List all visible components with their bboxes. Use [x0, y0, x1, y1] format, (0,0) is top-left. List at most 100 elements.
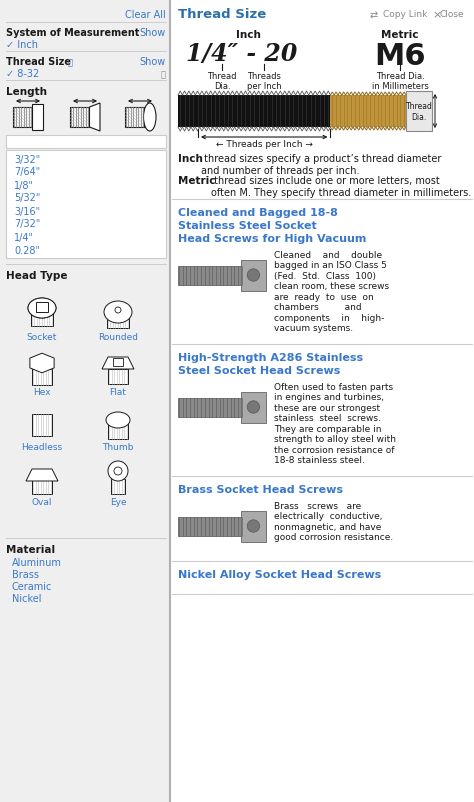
Bar	[170, 0, 474, 802]
Text: Hex: Hex	[33, 387, 51, 396]
Text: bagged in an ISO Class 5: bagged in an ISO Class 5	[274, 261, 387, 270]
Bar	[32, 415, 52, 436]
Text: Threads
per Inch: Threads per Inch	[246, 72, 281, 91]
Text: 3/16": 3/16"	[14, 206, 40, 217]
Circle shape	[247, 401, 260, 414]
Text: 1/8": 1/8"	[14, 180, 34, 190]
Text: ×: ×	[432, 10, 441, 20]
Text: Socket: Socket	[27, 333, 57, 342]
Text: Cleaned and Bagged 18-8: Cleaned and Bagged 18-8	[178, 208, 338, 217]
Text: Inch: Inch	[236, 30, 260, 40]
Bar	[70, 107, 90, 128]
Text: Close: Close	[440, 10, 465, 19]
Text: Headless: Headless	[21, 443, 63, 452]
Text: Cleaned    and    double: Cleaned and double	[274, 251, 382, 260]
Bar	[330, 96, 406, 128]
Polygon shape	[90, 104, 100, 132]
Text: 3/32": 3/32"	[14, 154, 40, 164]
Text: Brass   screws   are: Brass screws are	[274, 501, 361, 510]
Polygon shape	[30, 354, 54, 374]
Ellipse shape	[28, 298, 56, 318]
Text: Brass Socket Head Screws: Brass Socket Head Screws	[178, 484, 343, 494]
Text: Thread Size: Thread Size	[178, 8, 266, 21]
Text: Show: Show	[140, 28, 166, 38]
Text: Metric: Metric	[178, 176, 216, 186]
Bar	[178, 266, 243, 286]
Text: M6: M6	[374, 42, 426, 71]
Bar	[6, 136, 166, 149]
Bar	[107, 313, 129, 329]
Text: 0.28": 0.28"	[14, 245, 40, 255]
Text: nonmagnetic, and have: nonmagnetic, and have	[274, 522, 382, 532]
Bar	[6, 151, 166, 259]
Text: Clear All: Clear All	[125, 10, 166, 20]
Text: in engines and turbines,: in engines and turbines,	[274, 393, 384, 402]
Text: Nickel: Nickel	[12, 593, 42, 603]
Text: Thread
Dia.: Thread Dia.	[406, 102, 432, 122]
Text: ⓘ: ⓘ	[68, 58, 73, 67]
Text: electrically  conductive,: electrically conductive,	[274, 512, 383, 520]
Bar	[178, 96, 330, 128]
Bar	[241, 511, 266, 542]
Text: Rounded: Rounded	[98, 333, 138, 342]
Text: 18-8 stainless steel.: 18-8 stainless steel.	[274, 456, 365, 465]
Bar	[111, 480, 125, 494]
Text: ✓ Inch: ✓ Inch	[6, 40, 38, 50]
Circle shape	[115, 308, 121, 314]
Text: (Fed.  Std.  Class  100): (Fed. Std. Class 100)	[274, 272, 376, 281]
Bar	[108, 370, 128, 384]
Bar	[31, 309, 53, 326]
Text: 7/64": 7/64"	[14, 168, 40, 177]
Text: Copy Link: Copy Link	[383, 10, 428, 19]
Text: Eye: Eye	[109, 497, 126, 506]
Text: They are comparable in: They are comparable in	[274, 424, 382, 433]
Bar	[32, 370, 52, 386]
Bar	[108, 424, 128, 439]
Text: stainless  steel  screws.: stainless steel screws.	[274, 414, 381, 423]
Text: 7/32": 7/32"	[14, 219, 40, 229]
Text: strength to alloy steel with: strength to alloy steel with	[274, 435, 396, 444]
Bar	[125, 107, 145, 128]
Bar	[178, 398, 243, 417]
Text: Thread Dia.
in Millimeters: Thread Dia. in Millimeters	[372, 72, 428, 91]
Text: Metric: Metric	[381, 30, 419, 40]
Text: ← Threads per Inch →: ← Threads per Inch →	[216, 140, 313, 149]
Text: components    in    high-: components in high-	[274, 314, 384, 322]
Text: ✓ 8-32: ✓ 8-32	[6, 69, 39, 79]
Text: 1/4": 1/4"	[14, 233, 34, 242]
Circle shape	[247, 520, 260, 533]
Text: Oval: Oval	[32, 497, 52, 506]
Ellipse shape	[104, 302, 132, 323]
Text: these are our strongest: these are our strongest	[274, 403, 380, 412]
Polygon shape	[102, 358, 134, 370]
Text: System of Measurement: System of Measurement	[6, 28, 139, 38]
Text: thread sizes specify a product’s thread diameter
and number of threads per inch.: thread sizes specify a product’s thread …	[201, 154, 441, 176]
Text: Stainless Steel Socket: Stainless Steel Socket	[178, 221, 317, 231]
Text: 5/32": 5/32"	[14, 193, 40, 203]
Circle shape	[108, 461, 128, 481]
Polygon shape	[26, 469, 58, 481]
Bar	[0, 0, 170, 802]
Text: thread sizes include one or more letters, most
often M. They specify thread diam: thread sizes include one or more letters…	[211, 176, 471, 197]
Text: clean room, these screws: clean room, these screws	[274, 282, 389, 291]
Text: Nickel Alloy Socket Head Screws: Nickel Alloy Socket Head Screws	[178, 569, 381, 579]
Text: Flat: Flat	[109, 387, 127, 396]
Text: ⇄: ⇄	[370, 10, 378, 20]
Text: Thread Size: Thread Size	[6, 57, 71, 67]
Text: good corrosion resistance.: good corrosion resistance.	[274, 533, 393, 542]
Text: Often used to fasten parts: Often used to fasten parts	[274, 383, 393, 391]
Bar	[113, 358, 123, 367]
Text: Aluminum: Aluminum	[12, 557, 62, 567]
Text: Thumb: Thumb	[102, 443, 134, 452]
Bar	[13, 107, 33, 128]
Bar	[32, 480, 52, 494]
Bar	[33, 105, 43, 131]
Text: Material: Material	[6, 545, 55, 554]
Text: Show: Show	[140, 57, 166, 67]
Circle shape	[114, 468, 122, 476]
Text: Head Type: Head Type	[6, 270, 67, 281]
Text: Head Screws for High Vacuum: Head Screws for High Vacuum	[178, 233, 366, 244]
Text: Inch: Inch	[178, 154, 203, 164]
Ellipse shape	[28, 298, 56, 318]
Bar	[241, 392, 266, 423]
